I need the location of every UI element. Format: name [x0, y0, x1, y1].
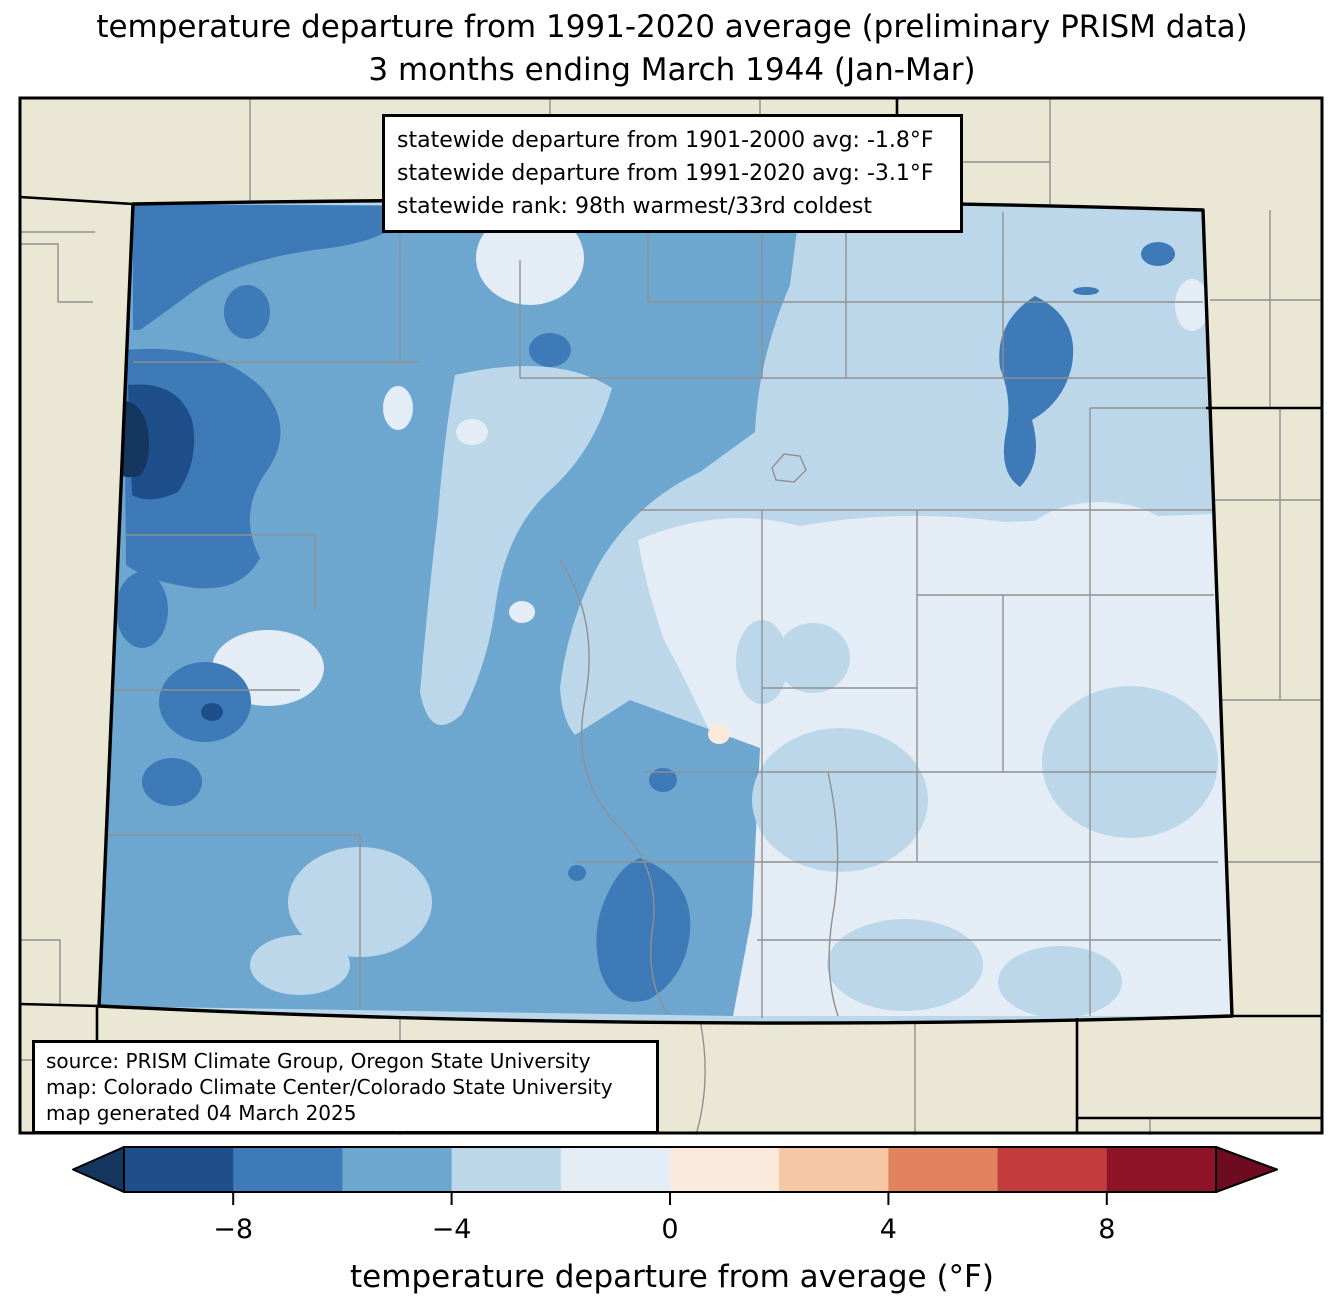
colorbar-segment [124, 1147, 234, 1192]
contour-region [1175, 279, 1209, 331]
colorbar-under-arrow [72, 1146, 125, 1193]
map-frame [18, 96, 1324, 1135]
colorbar-segment [560, 1147, 671, 1192]
colorbar: −8 −4 0 4 8 temperature departure from a… [72, 1146, 1278, 1295]
statewide-stats-box: statewide departure from 1901-2000 avg: … [382, 114, 963, 233]
stats-line-1: statewide departure from 1901-2000 avg: … [397, 128, 934, 153]
colorbar-tick-label: −8 [213, 1214, 253, 1245]
contour-region [224, 285, 270, 339]
title-line-2: 3 months ending March 1944 (Jan-Mar) [368, 52, 976, 88]
colorbar-segment [451, 1147, 562, 1192]
source-attribution-box: source: PRISM Climate Group, Oregon Stat… [32, 1040, 659, 1134]
page-title: temperature departure from 1991-2020 ave… [0, 6, 1344, 92]
colorbar-axis-label: temperature departure from average (°F) [350, 1259, 994, 1295]
source-line-1: source: PRISM Climate Group, Oregon Stat… [46, 1049, 591, 1073]
contour-region [999, 296, 1074, 487]
colorbar-tick-label: −4 [432, 1214, 472, 1245]
colorbar-segment [888, 1147, 999, 1192]
stats-line-3: statewide rank: 98th warmest/33rd coldes… [397, 194, 872, 219]
colorbar-over-arrow [1215, 1146, 1278, 1193]
contour-region [420, 366, 612, 725]
source-line-3: map generated 04 March 2025 [46, 1101, 357, 1125]
contour-region [649, 768, 677, 792]
contour-region [476, 211, 584, 305]
contour-region [116, 572, 168, 648]
contour-region [1073, 287, 1099, 295]
contour-region [250, 935, 350, 995]
contour-region [133, 204, 410, 330]
contour-region [142, 758, 202, 806]
colorbar-segment [1106, 1147, 1217, 1192]
title-line-1: temperature departure from 1991-2020 ave… [96, 9, 1248, 45]
contour-region [752, 728, 928, 872]
colorbar-segment [670, 1147, 780, 1192]
county-lines [105, 208, 1221, 1018]
contour-region [529, 333, 571, 367]
contour-region [873, 541, 967, 603]
contour-region [383, 386, 413, 430]
colorbar-segment [233, 1147, 343, 1192]
colorbar-segment [779, 1147, 889, 1192]
colorbar-ticks [232, 1192, 1108, 1205]
contour-region [1042, 686, 1218, 838]
stats-line-2: statewide departure from 1991-2020 avg: … [397, 161, 934, 186]
contour-region [456, 419, 488, 445]
colorbar-tick-label: 8 [1098, 1214, 1115, 1245]
warm-spot [708, 724, 730, 744]
contour-region [201, 703, 223, 721]
contour-region [509, 601, 535, 623]
contour-region [596, 858, 691, 1002]
contour-region [159, 662, 251, 742]
contour-region [1022, 502, 1178, 588]
colorbar-segment [997, 1147, 1108, 1192]
contour-region [568, 865, 586, 881]
colorbar-segments [124, 1147, 1217, 1192]
contour-region [1141, 242, 1175, 266]
contour-region [998, 946, 1122, 1018]
colorbar-tick-label: 0 [661, 1214, 678, 1245]
colorbar-segment [342, 1147, 453, 1192]
temperature-contours [99, 200, 1232, 1024]
colorbar-tick-label: 4 [880, 1214, 897, 1245]
contour-region [128, 384, 195, 500]
contour-region [776, 623, 850, 693]
source-line-2: map: Colorado Climate Center/Colorado St… [46, 1075, 613, 1099]
contour-region [827, 919, 983, 1011]
